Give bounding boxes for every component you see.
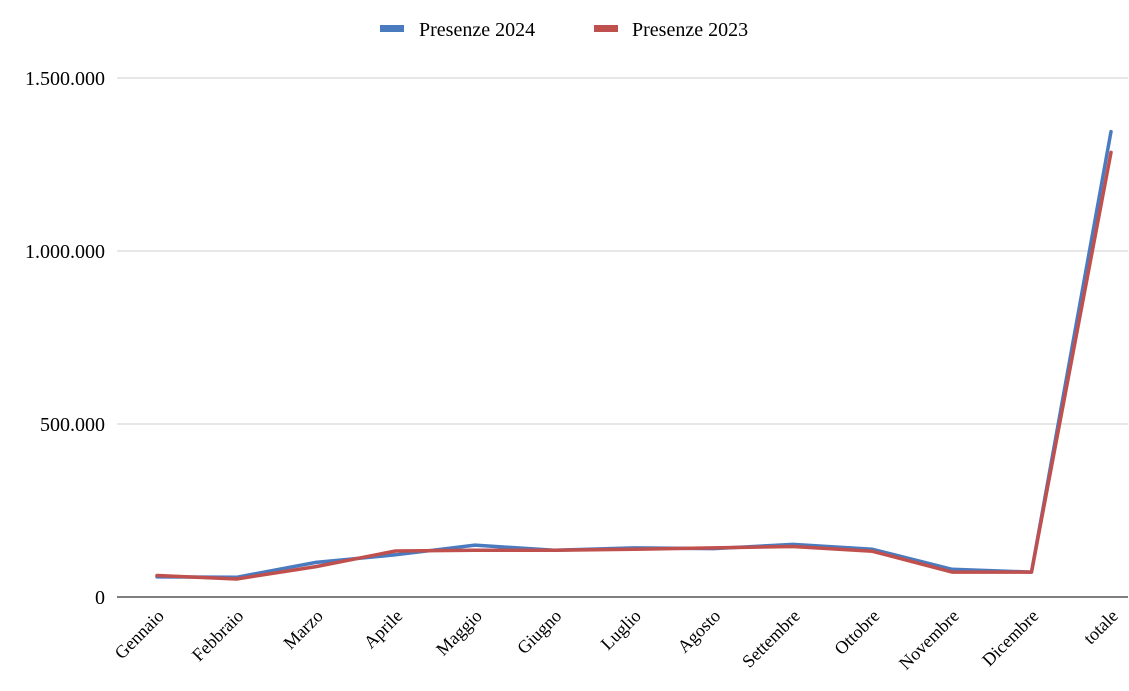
- x-tick-label: Dicembre: [978, 606, 1042, 670]
- series-lines: [155, 129, 1113, 581]
- x-tick-label: Febbraio: [188, 606, 247, 665]
- legend-swatch: [380, 25, 404, 32]
- y-tick-label: 0: [95, 587, 105, 609]
- legend-label: Presenze 2023: [632, 19, 748, 41]
- gridlines: [117, 77, 1128, 425]
- legend-label: Presenze 2024: [419, 19, 535, 41]
- y-tick-label: 500.000: [40, 414, 105, 436]
- x-tick-label: Luglio: [597, 606, 645, 654]
- y-tick-label: 1.000.000: [25, 241, 105, 263]
- x-tick-label: Settembre: [738, 606, 804, 672]
- x-tick-label: Gennaio: [111, 606, 168, 663]
- x-tick-label: Marzo: [279, 606, 326, 653]
- x-tick-label: Ottobre: [830, 606, 883, 659]
- series-line-2: [155, 150, 1113, 581]
- x-tick-label: Novembre: [895, 606, 963, 674]
- axes: 0 500.000 1.000.000 1.500.000 Gennaio Febbrai…: [25, 68, 1128, 674]
- x-tick-label: totale: [1079, 606, 1121, 648]
- legend: Presenze 2024 Presenze 2023: [380, 19, 748, 41]
- x-tick-label: Maggio: [432, 606, 486, 660]
- series-line-1: [155, 129, 1113, 580]
- x-tick-label: Giugno: [513, 606, 565, 658]
- y-tick-label: 1.500.000: [25, 68, 105, 90]
- x-tick-label: Agosto: [673, 606, 724, 657]
- legend-swatch: [594, 25, 618, 32]
- x-tick-label: Aprile: [360, 606, 407, 653]
